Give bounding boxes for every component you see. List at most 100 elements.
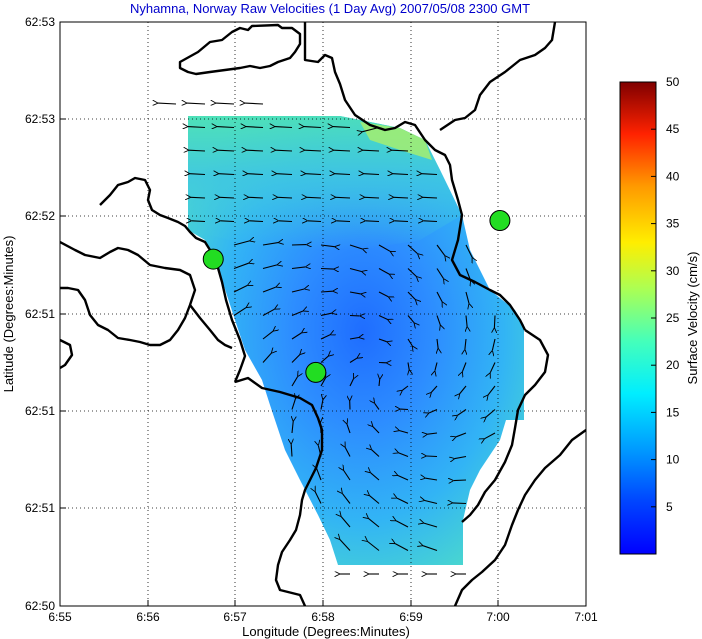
velocity-vector — [494, 315, 495, 328]
velocity-vector — [492, 338, 496, 350]
velocity-vector — [320, 356, 328, 363]
velocity-vector — [275, 127, 293, 128]
velocity-vector — [349, 338, 359, 340]
velocity-vector — [245, 103, 264, 104]
coastline-northeast — [439, 22, 557, 131]
colorbar-gradient — [619, 81, 657, 555]
y-tick-label: 62:51 — [25, 404, 55, 418]
velocity-vector — [437, 338, 438, 348]
colorbar-tick-label: 30 — [666, 264, 680, 278]
velocity-vector — [436, 315, 440, 325]
velocity-vector — [424, 221, 438, 222]
velocity-vector — [219, 174, 235, 175]
velocity-vector — [340, 540, 351, 551]
colorbar-tick-label: 45 — [666, 122, 680, 136]
coastline — [60, 22, 586, 606]
y-tick-label: 62:53 — [25, 112, 55, 126]
velocity-vector — [378, 315, 387, 320]
x-tick-label: 6:56 — [136, 610, 160, 624]
velocity-vector — [333, 127, 351, 128]
velocity-vector — [365, 197, 380, 198]
site-marker-site-center — [305, 361, 327, 383]
velocity-vector — [291, 289, 304, 293]
colorbar-tick-label: 25 — [666, 311, 680, 325]
velocity-vector — [407, 268, 416, 277]
velocity-vector — [424, 523, 438, 528]
x-tick-label: 7:01 — [574, 610, 598, 624]
velocity-vector — [460, 385, 467, 394]
velocity-vector — [378, 268, 389, 275]
colorbar-tick-label: 5 — [666, 500, 673, 514]
velocity-vector — [276, 150, 293, 151]
velocity-vector — [456, 432, 467, 437]
velocity-vector — [307, 197, 322, 198]
chart-title: Nyhamna, Norway Raw Velocities (1 Day Av… — [130, 1, 530, 16]
colorbar-label: Surface Velocity (cm/s) — [685, 252, 700, 385]
velocity-vector — [220, 197, 235, 198]
velocity-vector — [344, 471, 351, 481]
velocity-vector — [262, 353, 271, 363]
velocity-vector — [315, 492, 322, 504]
velocity-vector — [488, 385, 496, 395]
grid-lines — [60, 22, 586, 606]
velocity-vector — [192, 221, 206, 222]
site-marker-site-west — [202, 248, 224, 270]
velocity-vector — [262, 265, 277, 270]
velocity-vector — [262, 309, 275, 316]
velocity-vector — [427, 456, 438, 457]
velocity-vector — [233, 308, 246, 316]
coastline-south-center — [234, 376, 324, 606]
velocity-vector — [436, 244, 445, 256]
coastline-east-upper — [303, 22, 527, 331]
velocity-vector — [465, 338, 466, 349]
velocity-vector — [320, 245, 335, 247]
velocity-vector — [221, 221, 235, 222]
velocity-vector — [347, 424, 351, 434]
velocity-vector — [187, 103, 206, 104]
velocity-vector — [407, 338, 412, 346]
velocity-vector — [397, 498, 409, 504]
velocity-vector — [262, 331, 273, 340]
velocity-vector — [349, 358, 357, 363]
velocity-field-upper — [188, 116, 462, 250]
coastline-east-lower — [461, 329, 550, 523]
velocity-vector — [485, 432, 496, 439]
y-tick-label: 62:52 — [25, 209, 55, 223]
velocity-vector — [233, 285, 247, 293]
velocity-vector — [320, 335, 330, 340]
velocity-vector — [249, 197, 264, 198]
velocity-vector — [370, 496, 380, 504]
velocity-vector — [363, 126, 380, 132]
y-tick-marks — [60, 21, 66, 607]
x-tick-label: 6:55 — [48, 610, 72, 624]
colorbar: 5 10 15 20 25 30 35 40 45 50 Surface Velocity (cm… — [619, 75, 700, 555]
velocity-vector — [378, 291, 388, 297]
velocity-vector — [337, 221, 351, 222]
velocity-vector — [425, 501, 438, 505]
velocity-vector — [436, 268, 444, 279]
velocity-vector — [217, 127, 235, 128]
velocity-vector — [368, 542, 380, 551]
velocity-vector — [490, 362, 496, 373]
x-tick-label: 6:58 — [311, 610, 335, 624]
velocity-vector — [426, 478, 438, 481]
velocity-vector — [191, 197, 206, 198]
coastline-west-island — [60, 240, 197, 347]
velocity-vector — [318, 446, 322, 457]
velocity-vector — [349, 244, 362, 249]
velocity-vector — [364, 174, 380, 175]
velocity-vector — [407, 291, 415, 300]
velocity-vector — [396, 521, 409, 528]
y-tick-labels: 62:53 62:53 62:52 62:51 62:51 62:51 62:5… — [25, 15, 55, 613]
velocity-field-hotspot — [360, 122, 432, 160]
velocity-vector — [308, 221, 322, 222]
velocity-vector — [453, 503, 467, 504]
velocity-vectors — [158, 103, 495, 574]
velocity-vector — [262, 287, 276, 293]
y-tick-label: 62:51 — [25, 307, 55, 321]
velocity-vector — [395, 544, 409, 551]
velocity-vector — [291, 355, 300, 363]
velocity-vector — [218, 150, 235, 151]
y-tick-label: 62:50 — [25, 599, 55, 613]
